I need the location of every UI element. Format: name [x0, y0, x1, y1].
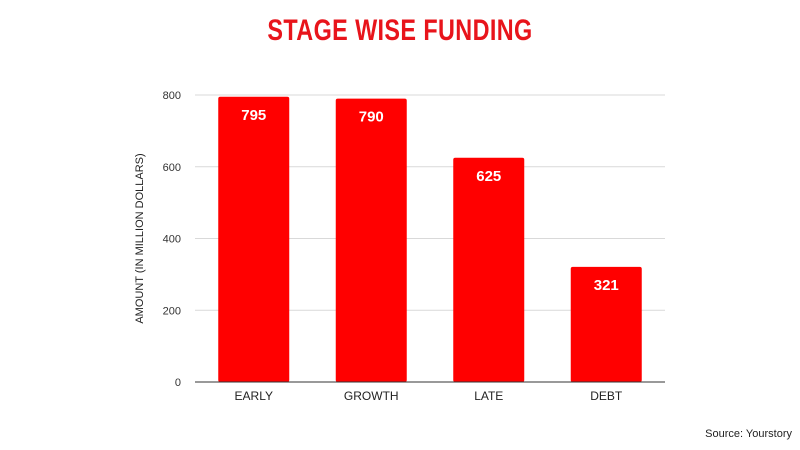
bar-growth [335, 98, 407, 383]
y-tick-label: 400 [163, 234, 181, 246]
y-axis-ticks: 0 200 400 600 800 [163, 90, 181, 389]
y-tick-label: 600 [163, 162, 181, 174]
bar-early [218, 96, 290, 382]
x-category-label: GROWTH [344, 389, 399, 403]
y-tick-label: 800 [163, 90, 181, 102]
bar-data-label: 790 [359, 109, 384, 126]
x-category-label: DEBT [590, 389, 623, 403]
chart-title: STAGE WISE FUNDING [267, 14, 533, 47]
x-category-label: EARLY [235, 389, 273, 403]
y-tick-label: 0 [175, 377, 181, 389]
x-axis-categories: EARLY GROWTH LATE DEBT [235, 389, 623, 403]
y-axis-title: AMOUNT (IN MILLION DOLLARS) [134, 153, 146, 323]
bar-data-label: 321 [594, 277, 619, 294]
bars: 795 790 625 321 [218, 96, 642, 383]
x-category-label: LATE [474, 389, 503, 403]
bar-data-label: 625 [476, 168, 501, 185]
bar-debt [570, 266, 642, 382]
bar-late [453, 157, 525, 382]
y-tick-label: 200 [163, 305, 181, 317]
bar-data-label: 795 [241, 107, 266, 124]
source-note: Source: Yourstory [705, 428, 792, 440]
